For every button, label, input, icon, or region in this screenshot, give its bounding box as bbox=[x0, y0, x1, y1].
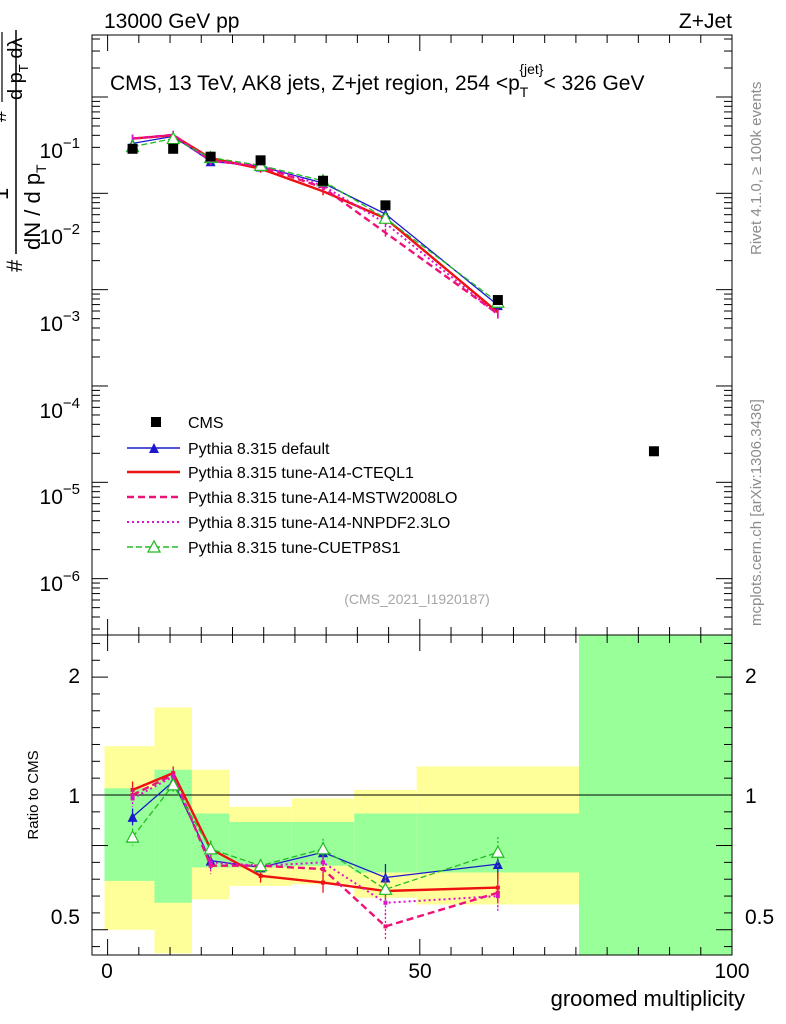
main-ylabel: # 1 dN / d pT # d2N d pT dλ bbox=[0, 30, 49, 272]
legend-label-cuetp8s1: Pythia 8.315 tune-CUETP8S1 bbox=[188, 540, 401, 557]
ytick-label-1e-4: 10−4 bbox=[40, 395, 80, 423]
ratio-point-triangle bbox=[492, 859, 503, 870]
ytick-label-1e-3: 10−3 bbox=[40, 308, 80, 336]
ratio-point-open-triangle bbox=[316, 841, 331, 855]
ratio-ylabel: Ratio to CMS bbox=[25, 750, 42, 839]
xtick-label-100: 100 bbox=[714, 960, 749, 983]
xtick-label-0: 0 bbox=[101, 960, 113, 983]
ratio-ytick-labels-right: 2 1 0.5 bbox=[745, 665, 774, 929]
cms-data-point bbox=[205, 151, 216, 162]
ratio-point-marker bbox=[321, 860, 326, 865]
legend-marker-default bbox=[149, 443, 159, 453]
svg-text:d pT dλ: d pT dλ bbox=[5, 38, 31, 100]
ratio-ytick-label-0.5: 0.5 bbox=[51, 906, 80, 929]
legend-label-mstw: Pythia 8.315 tune-A14-MSTW2008LO bbox=[188, 490, 457, 507]
mcplots-label: mcplots.cern.ch [arXiv:1306.3436] bbox=[748, 399, 765, 626]
cms-data-point bbox=[492, 295, 503, 306]
ratio-point-marker bbox=[383, 924, 388, 929]
ratio-ytick-label-1: 1 bbox=[68, 785, 80, 808]
title-main: CMS, 13 TeV, AK8 jets, Z+jet region, 254… bbox=[110, 72, 520, 95]
header-energy: 13000 GeV pp bbox=[104, 10, 239, 33]
legend-marker-cuetp8s1 bbox=[146, 539, 162, 553]
analysis-watermark: (CMS_2021_I1920187) bbox=[344, 591, 490, 607]
ratio-point-marker bbox=[171, 774, 176, 779]
ratio-point-marker bbox=[495, 885, 500, 890]
legend: CMS Pythia 8.315 default Pythia 8.315 tu… bbox=[127, 415, 457, 557]
ratio-point-open-triangle bbox=[378, 882, 393, 895]
ratio-series-layer bbox=[125, 766, 505, 940]
ytick-label-1e-2: 10−2 bbox=[40, 221, 80, 249]
ratio-point-open-triangle bbox=[166, 777, 181, 791]
ratio-ytick-label-2: 2 bbox=[68, 665, 80, 688]
ratio-ytick-labels-left: 2 1 0.5 bbox=[51, 665, 80, 929]
ratio-panel: 2 1 0.5 2 1 0.5 0 50 100 Ratio to CMS gr… bbox=[25, 634, 774, 1011]
xaxis-label: groomed multiplicity bbox=[551, 986, 745, 1011]
ytick-label-1e-5: 10−5 bbox=[40, 481, 80, 509]
ratio-xtick-labels: 0 50 100 bbox=[101, 960, 749, 983]
ratio-point-marker bbox=[495, 894, 500, 899]
legend-label-default: Pythia 8.315 default bbox=[188, 441, 330, 458]
legend-marker-cms bbox=[151, 417, 161, 427]
ratio-point-marker bbox=[130, 796, 135, 801]
main-series-line bbox=[132, 137, 499, 303]
xtick-label-50: 50 bbox=[408, 960, 431, 983]
main-series-layer bbox=[125, 130, 659, 457]
ratio-band-green bbox=[104, 788, 155, 881]
main-series-line bbox=[132, 134, 499, 314]
legend-label-cms: CMS bbox=[188, 415, 224, 432]
title-sup: {jet} bbox=[519, 61, 543, 77]
ratio-ytick-label-2-right: 2 bbox=[745, 665, 757, 688]
ratio-point-marker bbox=[258, 873, 263, 878]
ratio-point-marker bbox=[321, 880, 326, 885]
ratio-ytick-label-1-right: 1 bbox=[745, 785, 757, 808]
title-tail: < 326 GeV bbox=[543, 72, 644, 95]
main-panel: CMS, 13 TeV, AK8 jets, Z+jet region, 254… bbox=[0, 30, 733, 636]
ratio-ytick-label-0.5-right: 0.5 bbox=[745, 906, 774, 929]
ratio-point-open-triangle bbox=[125, 829, 140, 843]
ratio-point-marker bbox=[208, 863, 213, 868]
ratio-point-marker bbox=[383, 900, 388, 905]
main-point-open-triangle bbox=[378, 211, 393, 224]
main-series-line bbox=[132, 133, 499, 315]
cms-data-point bbox=[648, 446, 659, 457]
svg-text:dN / d pT: dN / d pT bbox=[20, 164, 49, 250]
svg-text:#: # bbox=[2, 259, 27, 272]
legend-label-nnpdf: Pythia 8.315 tune-A14-NNPDF2.3LO bbox=[188, 515, 450, 532]
main-axis-ticks bbox=[92, 35, 733, 635]
cms-data-point bbox=[168, 143, 179, 154]
cms-data-point bbox=[255, 155, 266, 166]
ytick-label-1e-1: 10−1 bbox=[40, 135, 80, 163]
ratio-point-open-triangle bbox=[490, 845, 505, 858]
cms-data-point bbox=[127, 143, 138, 154]
rivet-version-label: Rivet 4.1.0, ≥ 100k events bbox=[748, 82, 765, 255]
svg-text:1: 1 bbox=[0, 188, 13, 200]
cms-data-point bbox=[318, 175, 329, 186]
ratio-axis-ticks bbox=[92, 635, 733, 955]
legend-label-cteql1: Pythia 8.315 tune-A14-CTEQL1 bbox=[188, 465, 414, 482]
main-point-open-triangle bbox=[166, 131, 181, 145]
svg-text:#: # bbox=[0, 110, 11, 122]
ratio-point-marker bbox=[208, 860, 213, 865]
header-process: Z+Jet bbox=[679, 10, 732, 33]
title-sub: T bbox=[520, 84, 529, 100]
ratio-point-open-triangle bbox=[203, 841, 218, 855]
ratio-point-open-triangle bbox=[253, 858, 268, 872]
main-series-line bbox=[132, 133, 499, 316]
main-title: CMS, 13 TeV, AK8 jets, Z+jet region, 254… bbox=[110, 61, 644, 100]
ratio-point-marker bbox=[495, 890, 500, 895]
ytick-label-1e-6: 10−6 bbox=[40, 568, 80, 596]
cms-data-point bbox=[380, 200, 391, 211]
main-ytick-labels: 10−1 10−2 10−3 10−4 10−5 10−6 bbox=[40, 135, 80, 596]
main-series-line bbox=[132, 135, 499, 306]
ratio-point-triangle bbox=[127, 811, 138, 822]
ratio-band-green bbox=[354, 813, 417, 873]
